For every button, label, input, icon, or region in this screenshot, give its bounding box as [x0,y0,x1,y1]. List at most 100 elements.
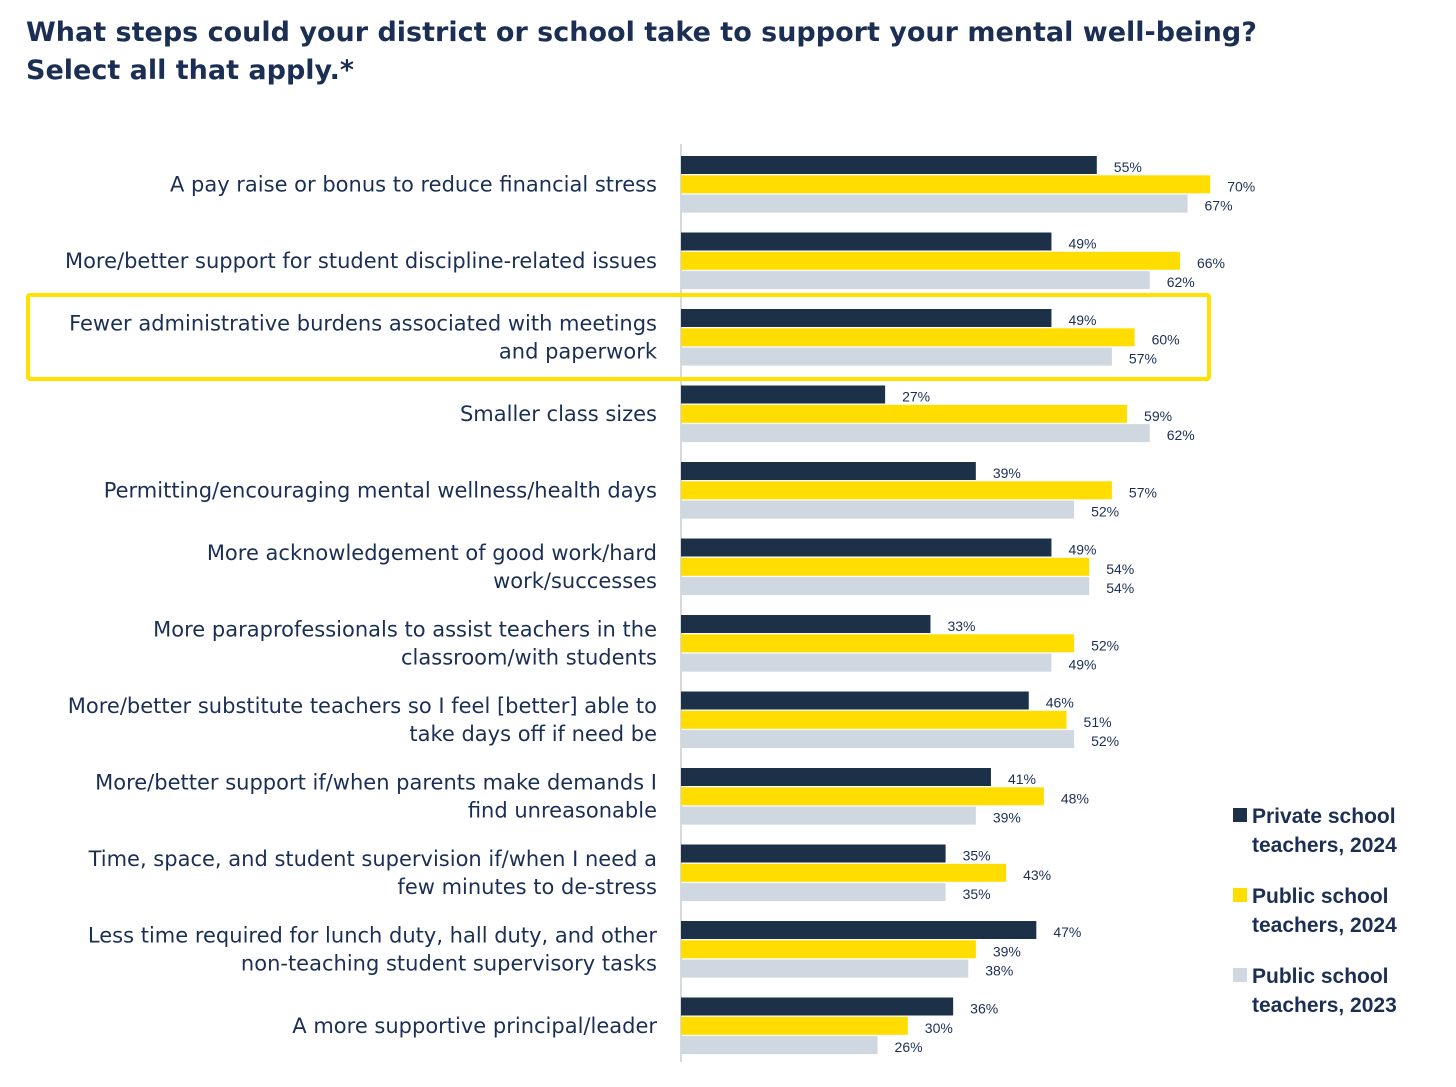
value-label: 57% [1129,484,1157,500]
value-label: 55% [1114,159,1142,175]
value-label: 39% [993,465,1021,481]
legend-label: Public school [1252,965,1389,988]
bar [681,615,931,633]
category-label: A more supportive principal/leader [292,1014,657,1038]
value-label: 52% [1091,733,1119,749]
bar [681,768,991,786]
category-label: More acknowledgement of good work/hard [207,541,657,565]
bar [681,500,1075,519]
bar [681,328,1135,347]
bar [681,940,976,959]
bar [681,921,1037,939]
bar [681,156,1097,174]
category-label: classroom/with students [401,645,657,669]
value-label: 30% [925,1020,953,1036]
bar [681,863,1007,882]
bar [681,347,1112,366]
value-label: 41% [1008,771,1036,787]
value-label: 54% [1106,561,1134,577]
bar [681,691,1029,710]
value-label: 57% [1129,351,1157,367]
bar [681,634,1075,653]
value-label: 66% [1197,255,1225,271]
chart-subtitle-line: Select all that apply.* [26,55,355,86]
value-label: 38% [985,963,1013,979]
value-label: 48% [1061,790,1089,806]
chart-title-line: What steps could your district or school… [26,17,1257,48]
bar [681,997,954,1016]
value-label: 51% [1084,714,1112,730]
value-label: 35% [963,886,991,902]
bar [681,1016,908,1035]
category-label: More/better support for student discipli… [65,249,657,273]
legend-swatch [1233,808,1247,822]
bar [681,309,1052,327]
value-label: 39% [993,810,1021,826]
category-label: Less time required for lunch duty, hall … [88,923,657,947]
value-label: 27% [902,389,930,405]
chart-title: What steps could your district or school… [26,14,1326,90]
value-label: 36% [970,1001,998,1017]
bar [681,385,886,404]
bar [681,194,1188,213]
legend-swatch [1233,888,1247,902]
value-label: 49% [1068,312,1096,328]
category-label: take days off if need be [409,722,657,746]
value-label: 67% [1205,198,1233,214]
category-label: More/better support if/when parents make… [95,770,657,794]
bar [681,557,1090,576]
category-label: Fewer administrative burdens associated … [69,311,657,335]
bar [681,271,1150,290]
category-label: More/better substitute teachers so I fee… [68,694,657,718]
value-label: 46% [1046,695,1074,711]
bar [681,710,1067,729]
legend-label: teachers, 2024 [1252,834,1397,857]
bar [681,538,1052,557]
bar [681,844,946,863]
bar [681,481,1112,500]
category-label: few minutes to de-stress [397,875,657,899]
legend-swatch [1233,968,1247,982]
legend-label: teachers, 2023 [1252,994,1397,1017]
category-label: Permitting/encouraging mental wellness/h… [104,478,657,502]
bar [681,175,1211,194]
bar [681,577,1090,596]
legend-entry: Private school teachers, 2024 [1233,805,1397,857]
bar [681,232,1052,251]
value-label: 49% [1068,236,1096,252]
category-label: More paraprofessionals to assist teacher… [153,617,657,641]
category-label: work/successes [493,569,657,593]
category-label: find unreasonable [468,798,657,822]
value-label: 35% [963,848,991,864]
value-label: 62% [1167,427,1195,443]
value-label: 39% [993,943,1021,959]
legend-entry: Public school teachers, 2024 [1233,885,1397,937]
value-label: 26% [895,1039,923,1055]
value-labels-layer: 55%70%67%49%66%62%49%60%57%27%59%62%39%5… [895,159,1256,1055]
category-label: Smaller class sizes [460,402,657,426]
value-label: 43% [1023,867,1051,883]
bar [681,1036,878,1055]
legend-label: teachers, 2024 [1252,914,1397,937]
bar [681,959,969,978]
legend-label: Private school [1252,805,1396,828]
category-label: and paperwork [499,339,658,363]
bar [681,653,1052,672]
value-label: 70% [1227,178,1255,194]
bar [681,787,1044,806]
value-label: 60% [1152,331,1180,347]
bar [681,251,1180,270]
category-label: non-teaching student supervisory tasks [241,951,657,975]
value-label: 62% [1167,274,1195,290]
category-labels-layer: A pay raise or bonus to reduce financial… [26,172,1211,1038]
value-label: 47% [1053,924,1081,940]
bars-layer [681,156,1211,1055]
value-label: 52% [1091,504,1119,520]
value-label: 49% [1068,657,1096,673]
value-label: 54% [1106,580,1134,596]
category-label: A pay raise or bonus to reduce financial… [170,172,657,196]
bar [681,730,1075,749]
value-label: 59% [1144,408,1172,424]
